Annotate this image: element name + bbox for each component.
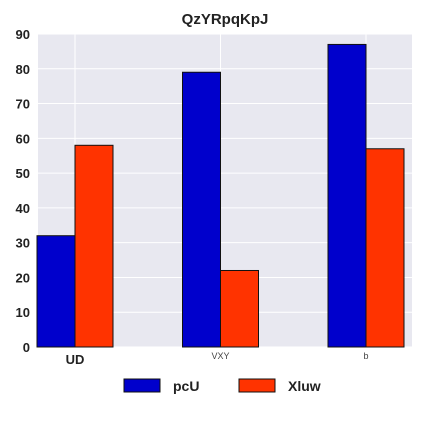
bar-Xluw-UD — [74, 144, 114, 348]
chart-title: QzYRpqKpJ — [182, 11, 269, 28]
x-tick-label: VXY — [211, 351, 229, 361]
y-axis-ticks: 0 10 20 30 40 50 60 70 80 90 — [16, 27, 30, 355]
y-tick-label: 50 — [16, 166, 30, 181]
y-tick-label: 10 — [16, 305, 30, 320]
bar-Xluw-b — [365, 148, 405, 348]
legend-label-pcU: pcU — [173, 378, 199, 394]
bar-pcU-b — [327, 43, 367, 348]
y-tick-label: 40 — [16, 201, 30, 216]
legend-swatch-Xluw — [238, 378, 276, 393]
y-tick-label: 90 — [16, 27, 30, 42]
y-tick-label: 20 — [16, 270, 30, 285]
x-tick-label: b — [363, 351, 368, 361]
y-tick-label: 30 — [16, 236, 30, 251]
y-tick-label: 0 — [23, 340, 30, 355]
x-tick-label: UD — [66, 352, 85, 367]
bar-Xluw-VXY — [220, 269, 259, 348]
bar-pcU-UD — [36, 235, 76, 348]
x-axis-ticks: UD VXY b — [66, 351, 369, 367]
y-tick-label: 80 — [16, 62, 30, 77]
bar-pcU-VXY — [182, 71, 221, 348]
bars — [36, 43, 405, 348]
y-tick-label: 70 — [16, 97, 30, 112]
legend-label-Xluw: Xluw — [288, 378, 321, 394]
legend: pcU Xluw — [123, 378, 321, 394]
y-tick-label: 60 — [16, 131, 30, 146]
legend-swatch-pcU — [123, 378, 161, 393]
